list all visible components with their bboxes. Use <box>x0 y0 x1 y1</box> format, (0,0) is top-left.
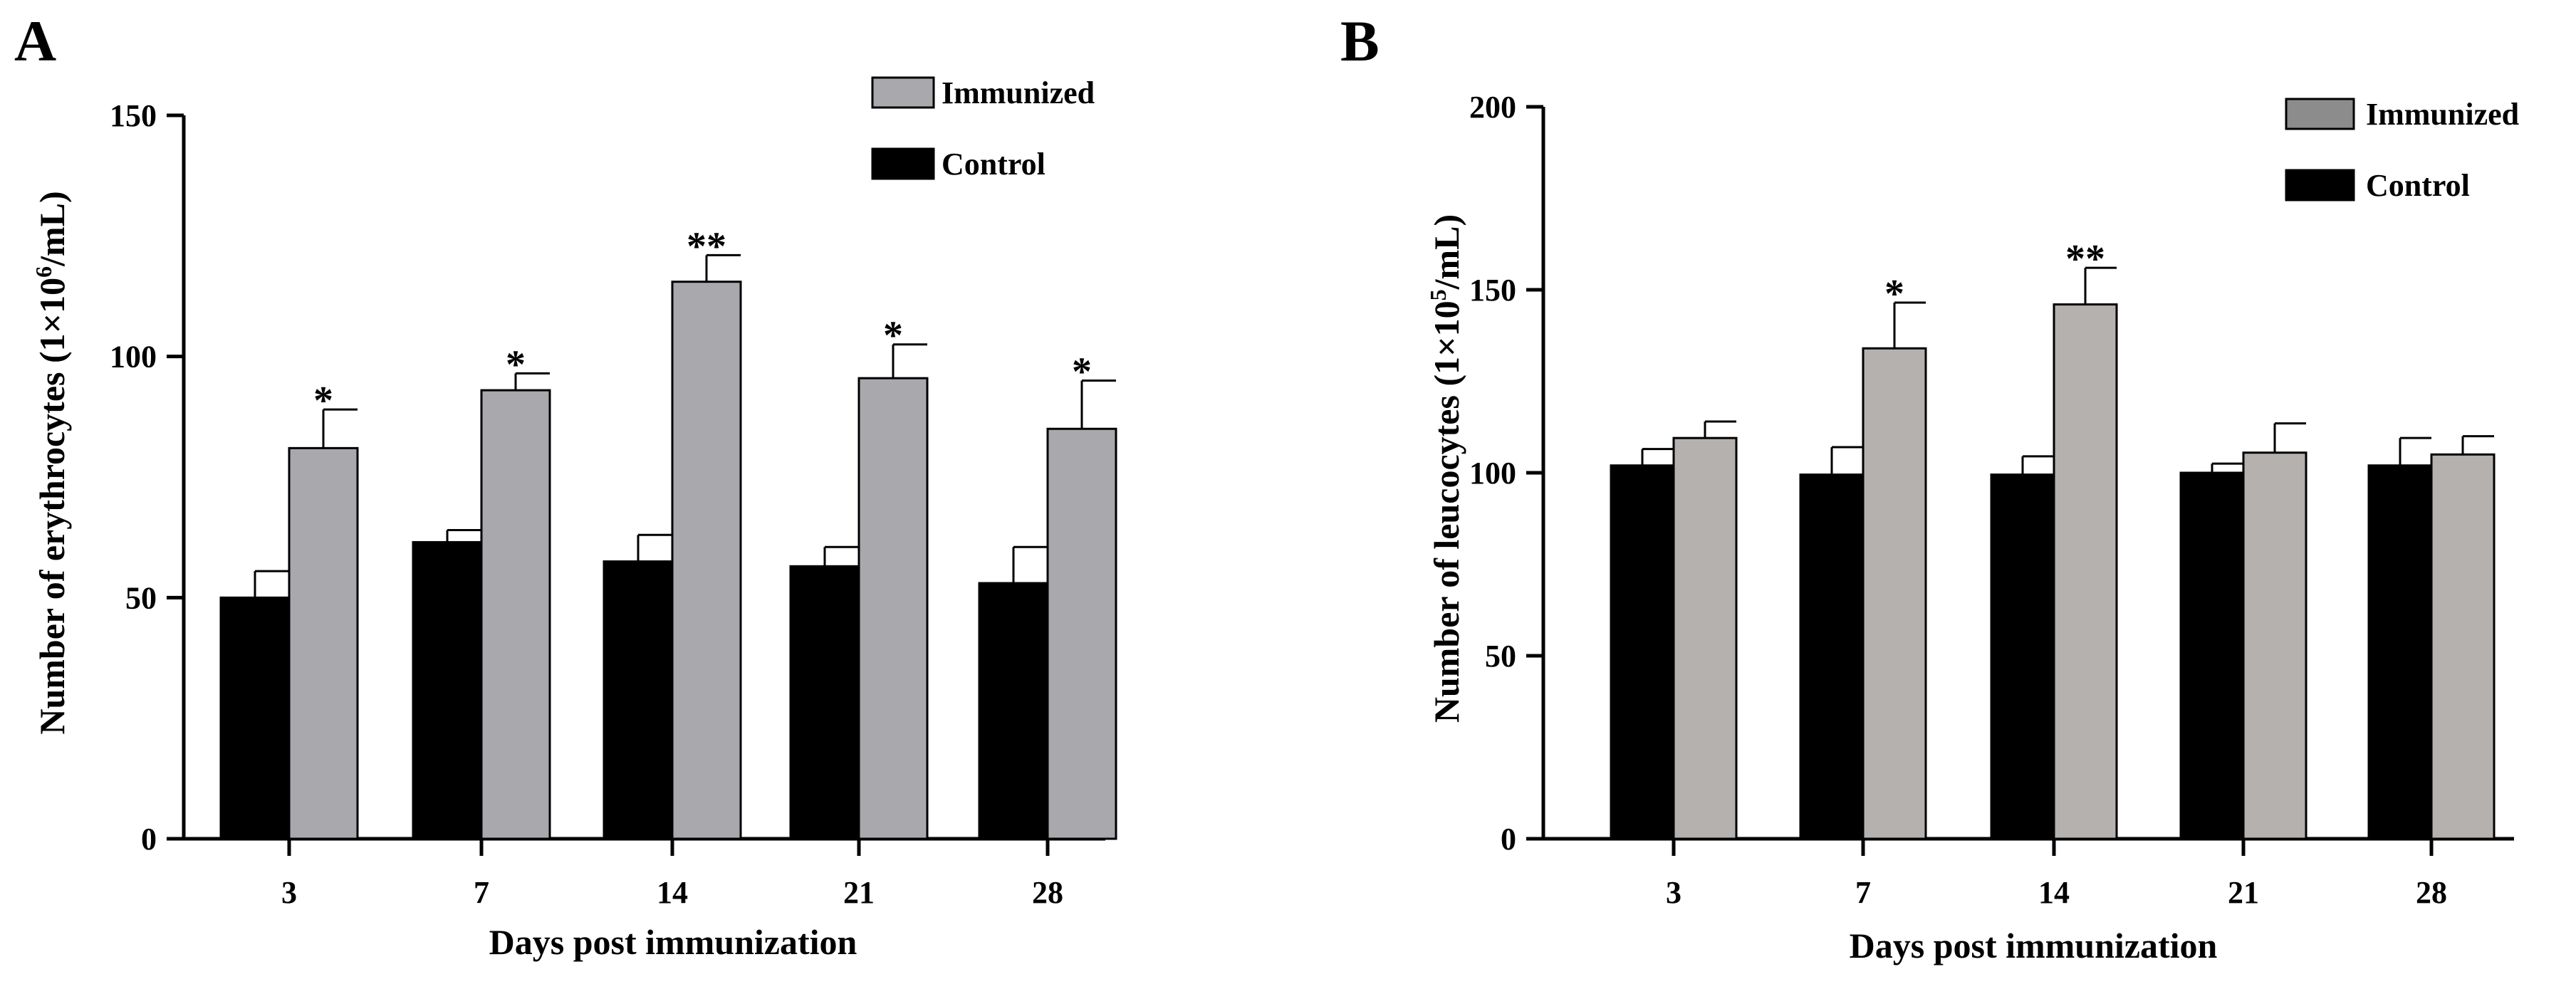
y-tick-label: 0 <box>1501 822 1516 857</box>
bar-control-day-7 <box>412 540 483 840</box>
bar-control-day-28 <box>2367 464 2433 840</box>
panel-a: A 0 50 100 150 3 * 7 * 14 ** 21 * 28 * Immunized Control… <box>14 9 1117 962</box>
y-axis-title: Number of erythrocytes (1×106/mL) <box>31 191 72 734</box>
y-tick-label: 200 <box>1469 90 1516 125</box>
bar-immunized-day-14 <box>2053 303 2118 840</box>
x-tick-label: 14 <box>657 875 688 910</box>
significance-marker: * <box>313 379 333 423</box>
bar-immunized-day-7 <box>1862 347 1927 840</box>
significance-marker: * <box>1072 350 1092 394</box>
legend-label-control: Control <box>942 147 1045 182</box>
legend-label-immunized: Immunized <box>2366 97 2519 132</box>
legend-swatch-control <box>2285 169 2355 202</box>
legend-label-immunized: Immunized <box>942 75 1095 110</box>
significance-marker: ** <box>2065 237 2105 281</box>
significance-marker: * <box>883 314 903 358</box>
y-tick-label: 0 <box>141 822 157 857</box>
y-tick-label: 100 <box>110 340 157 375</box>
y-tick-label: 50 <box>125 580 157 615</box>
bar-immunized-day-28 <box>2430 453 2496 840</box>
x-axis-title: Days post immunization <box>1850 926 2218 966</box>
panel-letter: A <box>14 9 56 73</box>
bar-immunized-day-28 <box>1046 427 1117 840</box>
significance-marker: * <box>1884 272 1904 316</box>
x-tick-label: 21 <box>2228 875 2259 910</box>
legend-swatch-immunized <box>871 76 935 109</box>
bar-immunized-day-7 <box>480 389 551 840</box>
bar-control-day-3 <box>219 596 291 840</box>
bar-control-day-14 <box>1990 473 2055 840</box>
y-tick-label: 100 <box>1469 456 1516 491</box>
bar-immunized-day-21 <box>857 377 929 840</box>
bar-immunized-day-3 <box>1672 436 1738 840</box>
bar-control-day-21 <box>789 565 860 840</box>
x-tick-label: 3 <box>1666 875 1681 910</box>
legend-swatch-immunized <box>2285 98 2355 130</box>
panel-b: B 0 50 100 150 200 3 7 * 14 ** 21 28 Immunized Control… <box>1340 9 2519 966</box>
bar-control-day-7 <box>1799 473 1865 840</box>
bar-control-day-3 <box>1610 464 1675 840</box>
x-tick-label: 7 <box>1855 875 1871 910</box>
bar-immunized-day-14 <box>671 281 742 840</box>
bar-immunized-day-3 <box>288 446 359 840</box>
y-tick-label: 150 <box>1469 273 1516 308</box>
x-tick-label: 21 <box>843 875 875 910</box>
x-tick-label: 7 <box>474 875 489 910</box>
y-tick-label: 150 <box>110 98 157 133</box>
bar-control-day-21 <box>2179 471 2245 840</box>
legend-swatch-control <box>871 147 935 180</box>
x-tick-label: 28 <box>2416 875 2447 910</box>
x-tick-label: 14 <box>2038 875 2070 910</box>
y-tick-label: 50 <box>1485 639 1516 674</box>
legend-label-control: Control <box>2366 168 2470 203</box>
significance-marker: ** <box>687 224 726 268</box>
significance-marker: * <box>506 342 526 387</box>
bar-control-day-14 <box>603 560 674 840</box>
bar-control-day-28 <box>978 582 1049 840</box>
panel-letter: B <box>1340 9 1380 73</box>
y-axis-title: Number of leucocytes (1×105/mL) <box>1425 214 1466 723</box>
x-tick-label: 28 <box>1032 875 1063 910</box>
x-tick-label: 3 <box>281 875 297 910</box>
x-axis-title: Days post immunization <box>489 922 857 962</box>
bar-immunized-day-21 <box>2242 451 2308 840</box>
